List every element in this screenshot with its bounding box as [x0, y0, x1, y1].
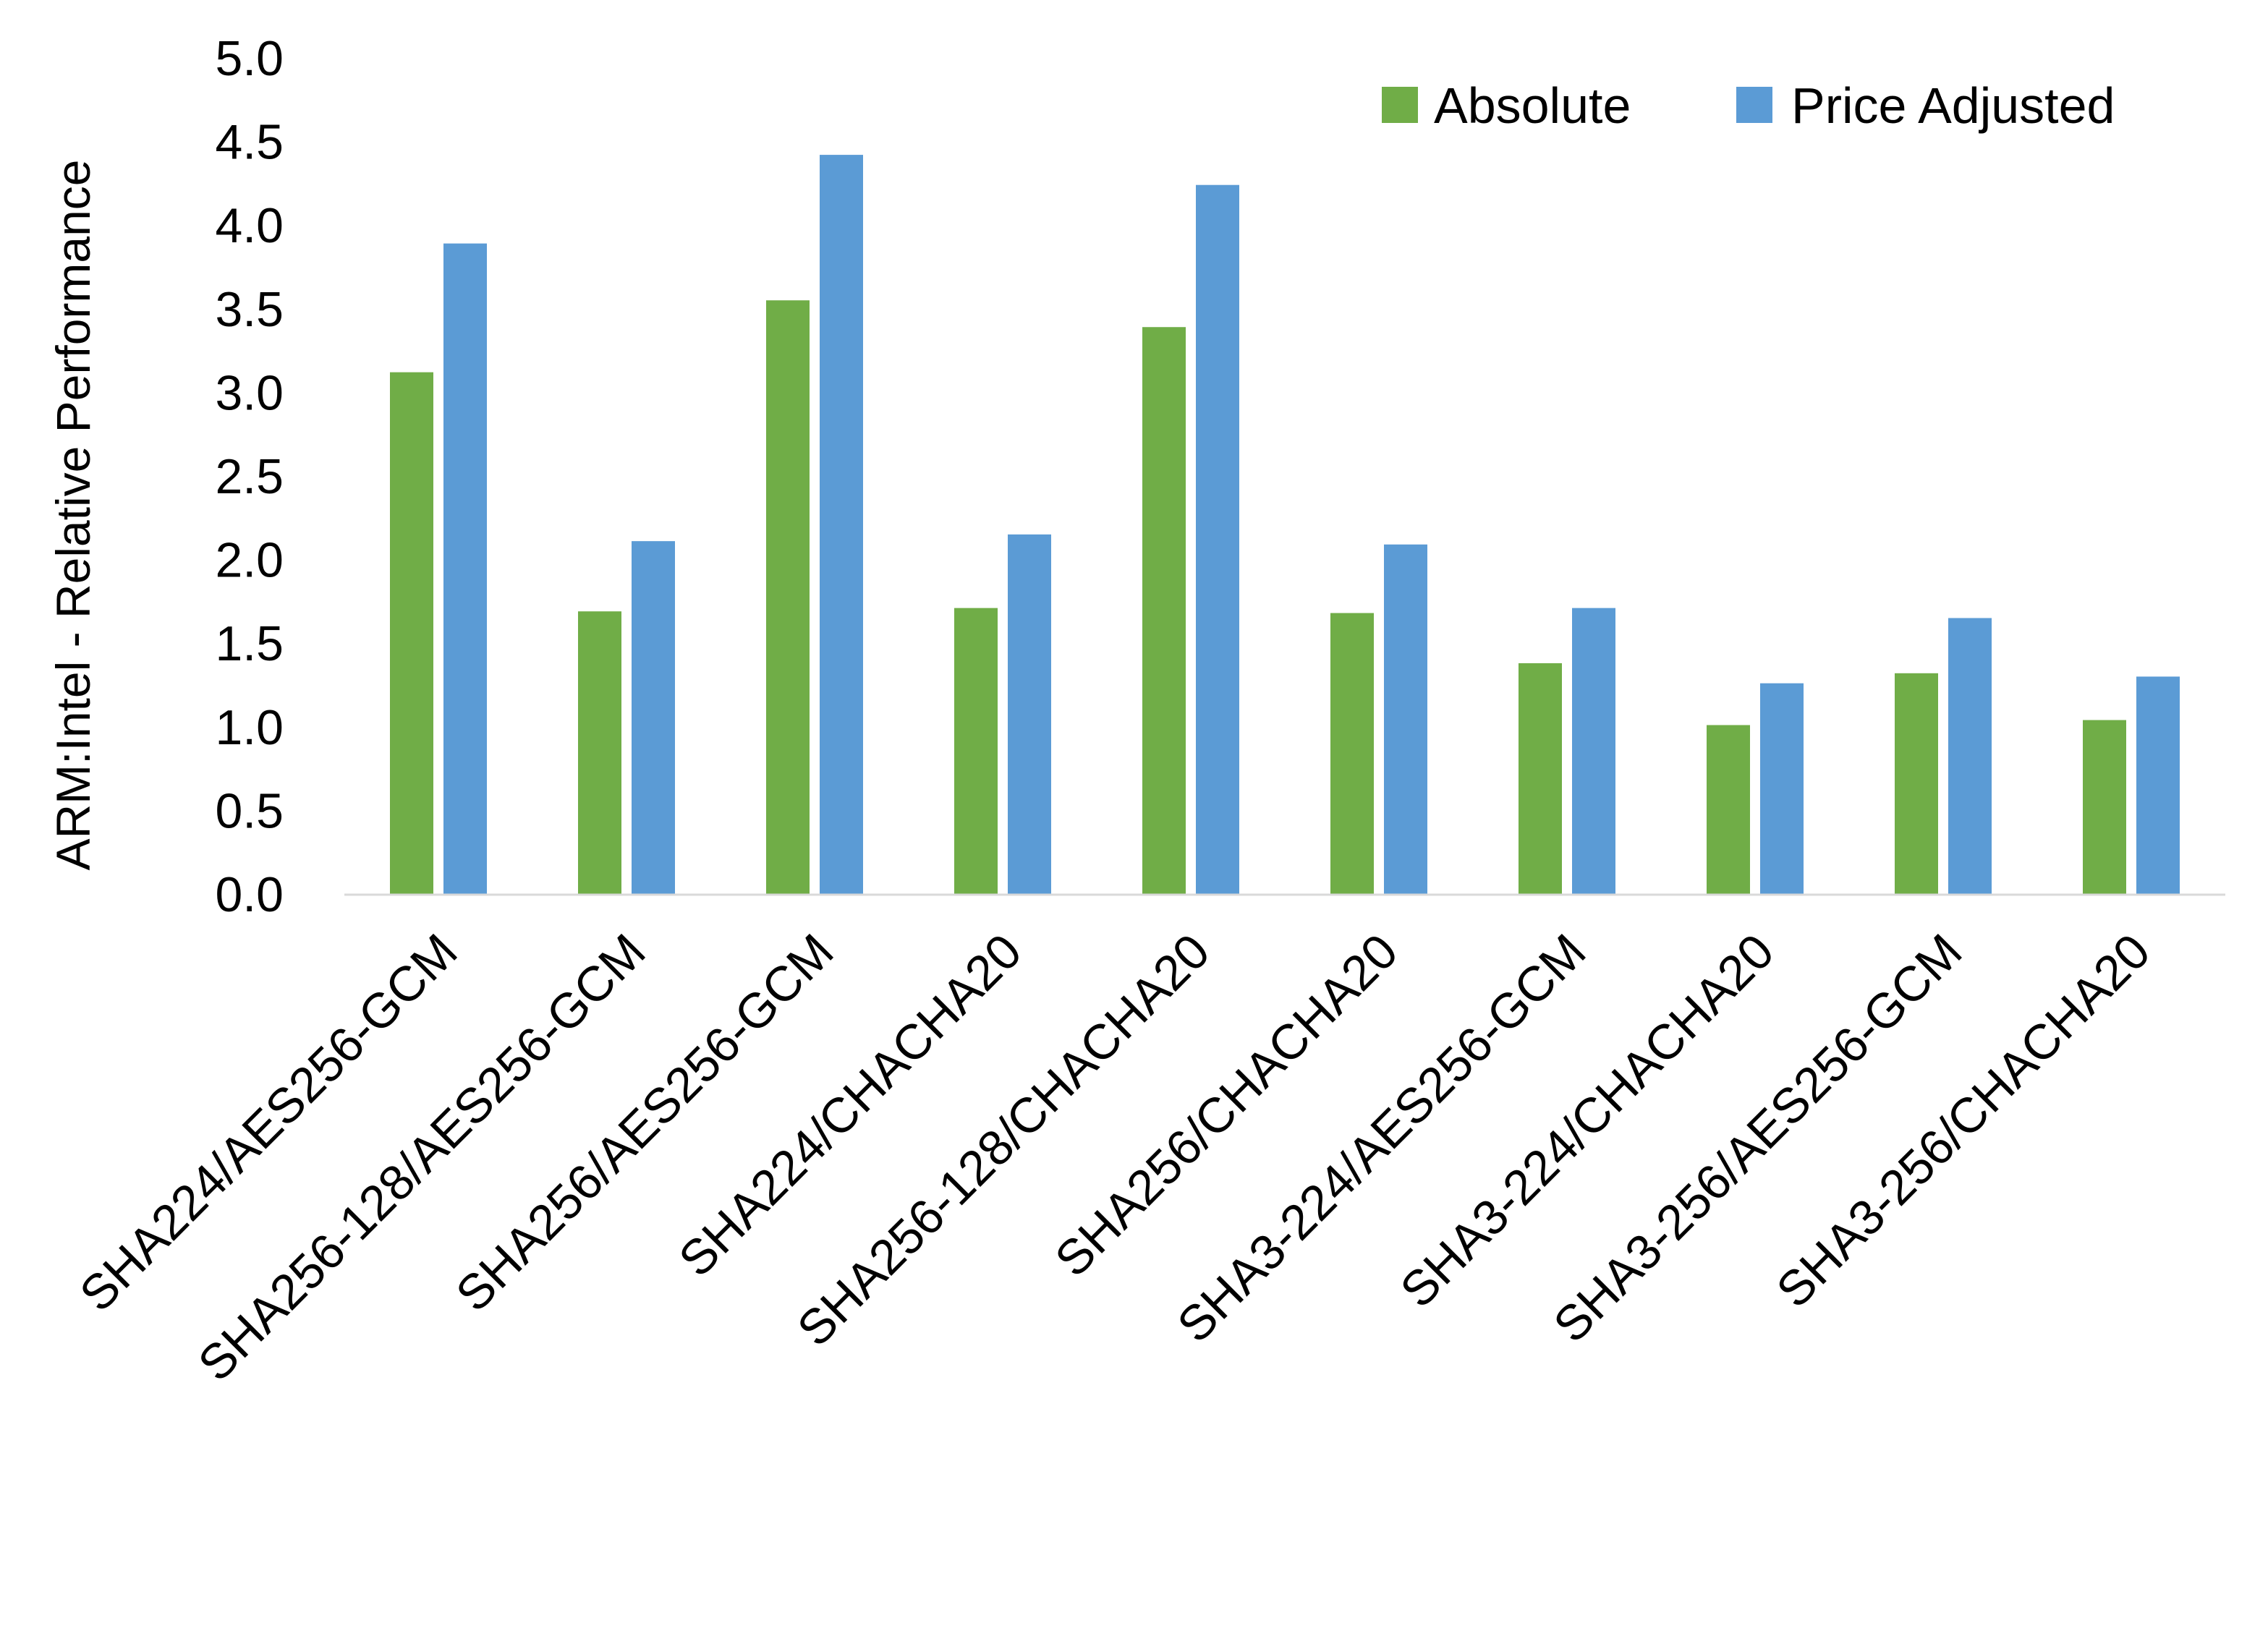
y-tick-label: 0.0: [215, 867, 284, 922]
bar-price-adjusted: [2136, 676, 2180, 894]
bar-absolute: [1895, 673, 1938, 894]
y-axis-title: ARM:Intel - Relative Performance: [46, 159, 100, 870]
bar-price-adjusted: [1384, 544, 1427, 894]
bar-absolute: [766, 300, 810, 894]
y-tick-label: 3.0: [215, 365, 284, 420]
y-tick-label: 5.0: [215, 31, 284, 86]
bar-absolute: [390, 372, 433, 894]
legend: Absolute Price Adjusted: [1382, 77, 2115, 134]
bar-absolute: [1519, 663, 1562, 894]
y-tick-label: 4.5: [215, 115, 284, 170]
y-tick-label: 3.5: [215, 282, 284, 337]
bar-price-adjusted: [632, 541, 675, 894]
bar-absolute: [2083, 720, 2126, 894]
y-tick-label: 0.5: [215, 783, 284, 838]
bars: [390, 155, 2180, 895]
bar-absolute: [954, 608, 998, 894]
y-axis-ticks: 0.0 0.5 1.0 1.5 2.0 2.5 3.0 3.5 4.0 4.5 5.0: [215, 31, 284, 922]
bar-absolute: [1707, 725, 1750, 894]
bar-absolute: [1330, 613, 1374, 894]
bar-price-adjusted: [443, 243, 487, 895]
category-labels: SHA224/AES256-GCMSHA256-128/AES256-GCMSH…: [69, 924, 2161, 1392]
bar-price-adjusted: [820, 155, 863, 894]
y-tick-label: 2.0: [215, 533, 284, 588]
y-tick-label: 1.5: [215, 616, 284, 671]
bar-absolute: [1142, 327, 1186, 894]
y-tick-label: 4.0: [215, 198, 284, 253]
legend-label-absolute: Absolute: [1434, 77, 1631, 134]
y-tick-label: 1.0: [215, 700, 284, 755]
legend-swatch-price-adjusted: [1736, 87, 1772, 123]
bar-price-adjusted: [1948, 618, 1992, 894]
legend-label-price-adjusted: Price Adjusted: [1791, 77, 2115, 134]
category-label: SHA3-256/CHACHA20: [1766, 924, 2160, 1318]
bar-price-adjusted: [1572, 608, 1615, 894]
bar-price-adjusted: [1760, 683, 1804, 894]
bar-absolute: [578, 611, 621, 894]
category-label: SHA224/CHACHA20: [668, 924, 1032, 1287]
category-label: SHA256/AES256-GCM: [446, 924, 844, 1322]
bar-price-adjusted: [1008, 534, 1051, 894]
bar-price-adjusted: [1196, 184, 1239, 894]
category-label: SHA3-224/CHACHA20: [1390, 924, 1784, 1318]
legend-swatch-absolute: [1382, 87, 1418, 123]
category-label: SHA224/AES256-GCM: [69, 924, 468, 1322]
y-tick-label: 2.5: [215, 449, 284, 504]
category-label: SHA256/CHACHA20: [1045, 924, 1409, 1287]
